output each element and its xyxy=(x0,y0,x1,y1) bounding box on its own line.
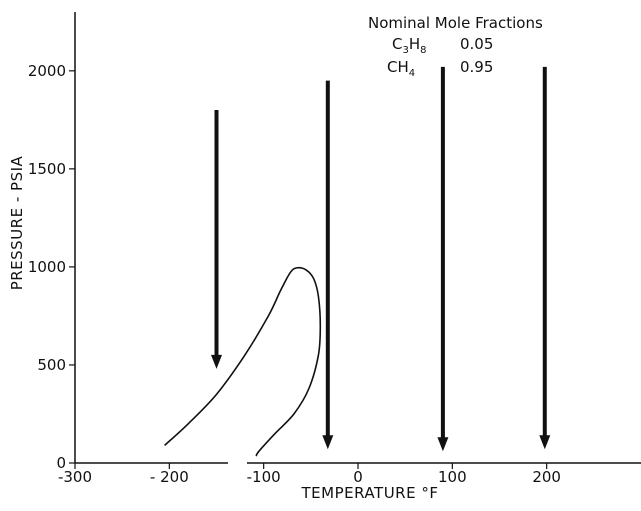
y-tick-label: 1000 xyxy=(28,258,66,276)
y-ticks: 0 500 1000 1500 2000 xyxy=(28,62,75,472)
expansion-arrow-head xyxy=(539,435,551,450)
axes xyxy=(74,12,641,464)
phase-envelope-curve xyxy=(164,266,322,457)
legend-entry-c3h8: C3H8 0.05 xyxy=(392,35,493,56)
y-axis-title: PRESSURE - PSIA xyxy=(8,155,26,290)
legend-title: Nominal Mole Fractions xyxy=(368,14,543,32)
x-tick-label: - 200 xyxy=(150,468,189,486)
expansion-arrow xyxy=(437,66,449,452)
expansion-arrow-head xyxy=(322,435,334,450)
legend-entry-ch4: CH4 0.95 xyxy=(387,58,493,79)
y-tick-label: 0 xyxy=(56,454,66,472)
expansion-arrow xyxy=(211,110,222,369)
x-axis-title: TEMPERATURE °F xyxy=(301,484,439,502)
legend: Nominal Mole Fractions C3H8 0.05 CH4 0.9… xyxy=(368,14,543,79)
arrow-layer xyxy=(211,66,551,452)
x-tick-label: 200 xyxy=(532,468,561,486)
x-tick-label: -300 xyxy=(58,468,92,486)
legend-formula-ch4: CH4 xyxy=(387,58,415,79)
curve-layer xyxy=(164,266,322,457)
y-tick-label: 1500 xyxy=(28,160,66,178)
y-tick-label: 2000 xyxy=(28,62,66,80)
expansion-arrow-head xyxy=(437,437,449,452)
legend-value-ch4: 0.95 xyxy=(460,58,493,76)
x-tick-label: -100 xyxy=(247,468,281,486)
expansion-arrow xyxy=(322,80,334,450)
expansion-arrow xyxy=(539,66,551,450)
legend-formula-c3h8: C3H8 xyxy=(392,35,427,56)
y-tick-label: 500 xyxy=(37,356,66,374)
expansion-arrow-head xyxy=(211,354,222,369)
x-ticks: -300 - 200 -100 0 100 200 xyxy=(58,463,561,486)
x-tick-label: 100 xyxy=(438,468,467,486)
legend-value-c3h8: 0.05 xyxy=(460,35,493,53)
x-tick-label: 0 xyxy=(353,468,363,486)
